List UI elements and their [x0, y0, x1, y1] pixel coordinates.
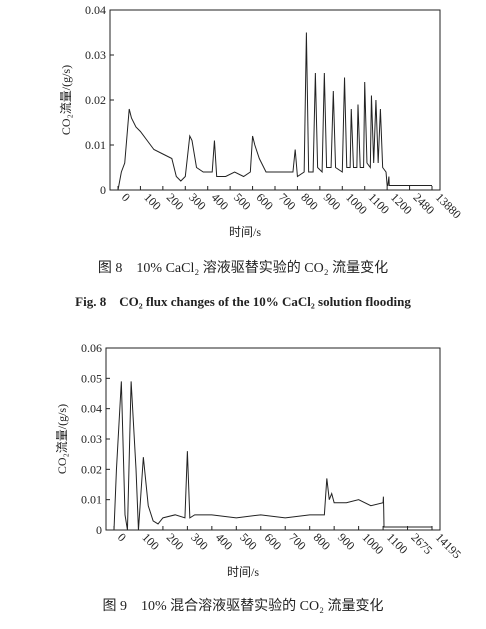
x-tick-label: 1000: [343, 190, 370, 217]
x-tick-label: 1100: [384, 530, 411, 557]
x-tick-label: 800: [298, 190, 321, 213]
y-tick-label: 0.02: [81, 462, 102, 476]
x-tick-label: 700: [276, 190, 299, 213]
y-tick-label: 0.02: [85, 93, 106, 107]
figure-caption: 图 9 10% 混合溶液驱替实验的 CO₂ 流量变化: [103, 598, 384, 614]
plot-frame: [105, 347, 441, 531]
flux-line: [113, 381, 432, 531]
flux-line: [117, 32, 432, 191]
x-tick-label: 100: [139, 530, 162, 553]
y-axis-label: CO₂流量/(g/s): [55, 404, 69, 474]
x-tick-label: 100: [141, 190, 164, 213]
x-tick-label: 900: [335, 530, 358, 553]
x-tick-label: 1000: [359, 530, 386, 557]
x-axis-label: 时间/s: [229, 225, 261, 239]
x-tick-label: 2675: [408, 530, 435, 557]
x-tick-label: 400: [213, 530, 236, 553]
x-axis-label: 时间/s: [227, 565, 259, 579]
y-axis-label: CO₂流量/(g/s): [59, 65, 73, 135]
y-tick-label: 0.01: [81, 493, 102, 507]
x-tick-label: 500: [237, 530, 260, 553]
y-tick-label: 0.04: [81, 402, 102, 416]
x-tick-label: 1100: [366, 190, 393, 217]
x-tick-label: 800: [311, 530, 334, 553]
y-tick-label: 0.05: [81, 371, 102, 385]
x-tick-label: 900: [321, 190, 344, 213]
y-tick-label: 0.04: [85, 3, 106, 17]
x-tick-label: 300: [188, 530, 211, 553]
y-tick-label: 0: [96, 523, 102, 537]
x-tick-label: 1200: [388, 190, 415, 217]
x-tick-label: 500: [231, 190, 254, 213]
x-tick-label: 600: [253, 190, 276, 213]
y-tick-label: 0.01: [85, 138, 106, 152]
x-tick-label: 700: [286, 530, 309, 553]
plot-frame: [109, 9, 441, 191]
y-tick-label: 0.03: [85, 48, 106, 62]
x-tick-label: 200: [164, 530, 187, 553]
x-tick-label: 0: [115, 530, 129, 544]
x-tick-label: 14195: [433, 530, 464, 561]
figure-caption: 图 8 10% CaCl₂ 溶液驱替实验的 CO₂ 流量变化: [98, 260, 388, 276]
y-tick-label: 0: [100, 183, 106, 197]
y-tick-label: 0.03: [81, 432, 102, 446]
y-tick-label: 0.06: [81, 341, 102, 355]
x-tick-label: 300: [186, 190, 209, 213]
x-tick-label: 600: [262, 530, 285, 553]
x-tick-label: 2480: [410, 190, 437, 217]
x-tick-label: 200: [164, 190, 187, 213]
x-tick-label: 400: [209, 190, 232, 213]
x-tick-label: 13880: [433, 190, 464, 221]
x-tick-label: 0: [119, 190, 133, 204]
figure-caption-en: Fig. 8 CO₂ flux changes of the 10% CaCl₂…: [75, 294, 411, 309]
